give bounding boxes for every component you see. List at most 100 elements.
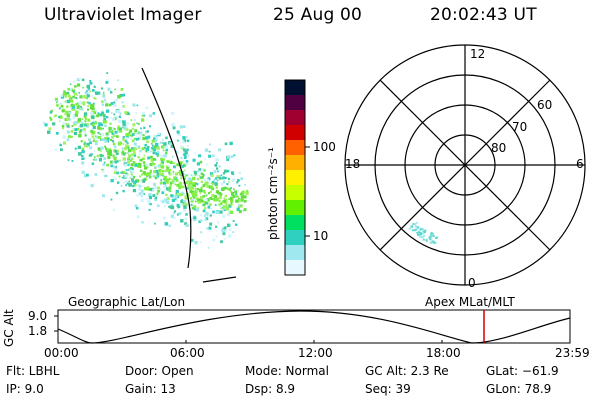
aurora-pixel [133,148,136,152]
aurora-pixel [110,179,114,183]
aurora-pixel [135,207,139,210]
aurora-pixel [181,164,185,168]
polar-aurora-pixel [417,234,419,236]
aurora-pixel [206,214,209,217]
aurora-pixel [89,141,92,145]
aurora-pixel [98,122,102,126]
aurora-pixel [138,186,141,189]
aurora-pixel [174,195,178,199]
aurora-pixel [100,154,102,156]
aurora-pixel [133,142,137,146]
aurora-pixel [202,184,206,188]
aurora-pixel [237,179,240,182]
aurora-pixel [77,105,80,109]
aurora-pixel [154,167,157,169]
aurora-pixel [77,118,82,122]
aurora-pixel [163,175,167,180]
aurora-pixel [215,186,218,189]
aurora-pixel [197,188,199,190]
aurora-pixel [143,164,146,167]
aurora-pixel [176,163,180,167]
aurora-pixel [120,171,123,174]
aurora-pixel [80,121,83,124]
aurora-pixel [92,158,95,161]
aurora-pixel [195,173,199,177]
aurora-pixel [72,80,75,83]
aurora-pixel [116,181,120,184]
aurora-pixel [207,199,210,202]
aurora-pixel [156,146,160,150]
aurora-pixel [218,148,222,152]
info-glat: GLat: −61.9 [486,364,559,378]
aurora-pixel [91,104,95,108]
aurora-pixel [182,125,186,128]
aurora-pixel [144,143,147,147]
mlt-label-12: 12 [470,47,486,61]
aurora-pixel [178,212,182,215]
aurora-pixel [92,130,96,135]
aurora-pixel [177,171,179,174]
aurora-pixel [205,202,209,205]
polar-aurora-pixel [432,235,435,238]
aurora-pixel [109,122,112,125]
aurora-pixel [126,173,129,176]
aurora-pixel [63,92,67,96]
aurora-pixel [117,125,120,128]
aurora-pixel [101,154,104,157]
aurora-pixel [82,103,85,106]
aurora-pixel [71,125,74,127]
aurora-pixel [194,193,198,197]
aurora-pixel [110,126,114,130]
aurora-pixel [180,145,183,148]
aurora-pixel [100,150,102,153]
aurora-pixel [195,208,199,212]
aurora-pixel [162,139,164,141]
aurora-pixel [56,100,59,103]
aurora-pixel [189,180,192,183]
aurora-pixel [101,168,104,171]
aurora-pixel [102,91,105,94]
aurora-pixel [164,188,167,191]
aurora-pixel [243,195,247,199]
aurora-pixel [225,207,229,211]
aurora-pixel [130,167,133,170]
aurora-pixel [101,100,104,103]
aurora-pixel [190,203,193,206]
aurora-pixel [218,200,221,203]
aurora-pixel [215,167,219,170]
aurora-pixel [61,124,65,128]
aurora-pixel [189,181,193,185]
aurora-pixel [78,134,82,138]
aurora-pixel [93,120,95,123]
aurora-pixel [153,170,157,174]
aurora-pixel [142,180,146,183]
aurora-pixel [91,89,95,92]
aurora-pixel [183,205,187,209]
aurora-pixel [214,164,218,167]
aurora-pixel [61,104,64,107]
aurora-pixel [239,204,243,208]
aurora-pixel [194,152,197,155]
aurora-pixel [95,135,99,139]
aurora-pixel [183,159,185,162]
aurora-pixel [205,211,209,215]
aurora-pixel [119,112,122,115]
aurora-pixel [154,177,157,180]
aurora-pixel [152,188,155,191]
aurora-pixel [90,106,93,110]
aurora-pixel [134,204,138,208]
aurora-pixel [104,145,107,148]
aurora-pixel [152,151,156,155]
aurora-pixel [186,187,189,190]
aurora-pixel [230,155,234,159]
aurora-pixel [148,196,152,200]
aurora-pixel [129,134,132,137]
aurora-pixel [131,171,135,174]
colorbar-band [285,95,305,111]
aurora-pixel [181,171,184,174]
aurora-pixel [81,118,84,120]
aurora-pixel [187,177,191,181]
aurora-pixel [93,150,96,152]
aurora-pixel [114,165,117,169]
aurora-pixel [93,120,97,125]
